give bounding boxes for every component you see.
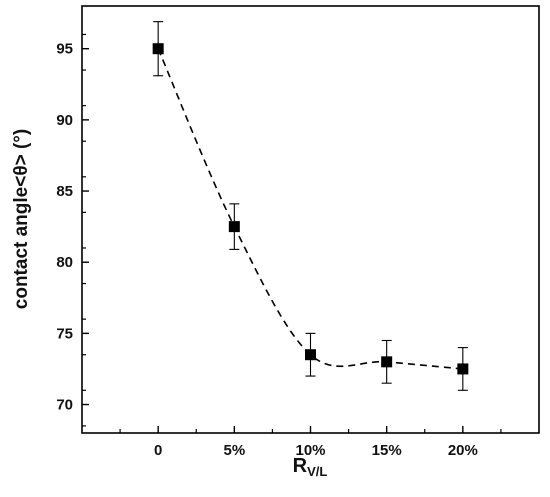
x-axis-title-main: R [293,455,308,477]
dashed-trend-line [157,48,463,370]
y-axis-title: contact angle<θ> (°) [11,129,32,309]
x-axis: 0 5% 10% 15% 20% [119,426,502,459]
data-point-marker [381,356,393,368]
data-point-marker [228,221,240,233]
x-tick-label: 0 [154,442,162,459]
x-tick-label: 10% [295,442,325,459]
y-axis: 70 75 80 85 90 95 [56,33,89,427]
data-point-marker [457,363,469,375]
x-tick-label: 5% [223,442,245,459]
data-point-marker [152,43,164,55]
y-tick-label: 95 [56,41,73,58]
y-tick-label: 90 [56,112,73,129]
y-tick-label: 80 [56,254,73,271]
x-axis-title: RV/L [293,455,328,479]
y-tick-label: 75 [56,325,73,342]
y-tick-label: 70 [56,397,73,414]
x-axis-title-subscript: V/L [307,464,327,479]
data-points [152,21,469,391]
x-tick-label: 15% [372,442,402,459]
y-tick-label: 85 [56,183,73,200]
data-point-marker [305,349,316,361]
x-tick-label: 20% [448,442,478,459]
